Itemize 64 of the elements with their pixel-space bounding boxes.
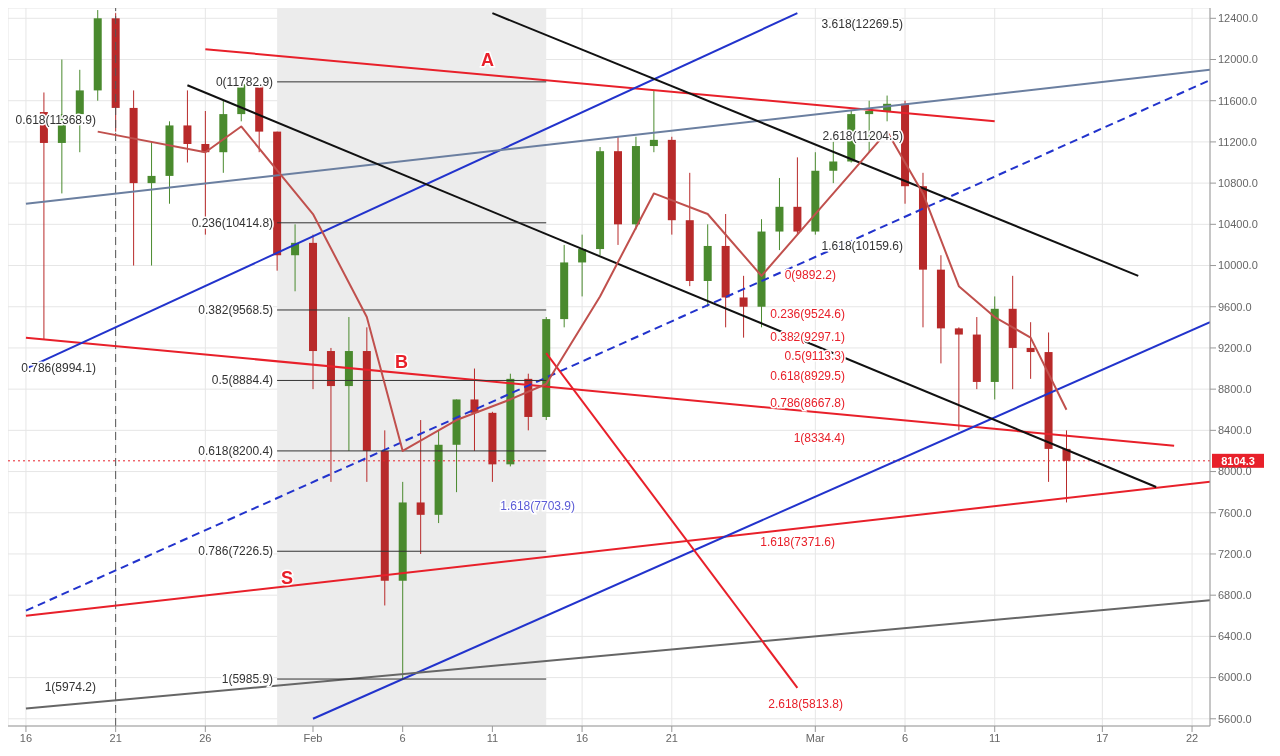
annotation: 1.618(10159.6) (821, 239, 903, 254)
x-tick-label: Mar (805, 731, 826, 744)
annotation: 1(5974.2) (44, 680, 96, 695)
x-tick-label: 26 (199, 731, 212, 744)
annotation: 0.786(8667.8) (770, 396, 845, 411)
annotation: B (395, 352, 408, 373)
annotation: 0.786(7226.5) (198, 544, 274, 559)
y-tick-label: 8400.0 (1218, 424, 1252, 437)
y-tick-label: 11200.0 (1218, 135, 1257, 148)
annotation: 0.618(8929.5) (770, 369, 845, 384)
y-tick-label: 8000.0 (1218, 465, 1252, 478)
annotation: 0.5(8884.4) (211, 373, 274, 388)
annotation: 1(8334.4) (793, 431, 845, 446)
annotation: A (481, 50, 494, 71)
candlestick (954, 326, 963, 431)
candlestick (183, 89, 192, 164)
y-tick-label: 10400.0 (1218, 218, 1258, 231)
y-tick-label: 6000.0 (1218, 671, 1252, 684)
candlestick (649, 89, 658, 153)
x-tick-label: Feb (303, 731, 323, 744)
candlestick (1026, 321, 1035, 380)
y-tick-label: 11600.0 (1218, 94, 1257, 107)
annotation: S (280, 568, 293, 589)
annotation: 1.618(7703.9) (500, 499, 575, 514)
annotation: 0.786(8994.1) (21, 361, 96, 376)
x-tick-label: 21 (109, 731, 122, 744)
y-tick-label: 10000.0 (1218, 259, 1258, 272)
candlestick (829, 141, 838, 184)
annotation: 0.618(8200.4) (198, 443, 274, 458)
y-tick-label: 9600.0 (1218, 300, 1252, 313)
candlestick (416, 419, 425, 555)
annotation: 1.618(7371.6) (760, 535, 835, 550)
candlestick (470, 368, 479, 452)
y-tick-label: 5600.0 (1218, 712, 1252, 725)
annotation: 0(9892.2) (784, 268, 836, 283)
x-tick-label: 17 (1096, 731, 1109, 744)
y-tick-label: 7200.0 (1218, 547, 1252, 560)
x-tick-label: 16 (19, 731, 33, 744)
y-tick-label: 6800.0 (1218, 589, 1252, 602)
annotation: 2.618(5813.8) (768, 697, 843, 712)
annotation: 0.236(9524.6) (770, 307, 845, 322)
y-tick-label: 12400.0 (1218, 12, 1258, 25)
y-tick-label: 6400.0 (1218, 630, 1252, 643)
x-tick-label: 22 (1185, 731, 1199, 744)
x-tick-label: 21 (665, 731, 678, 744)
y-tick-label: 9200.0 (1218, 341, 1252, 354)
annotation: 3.618(12269.5) (821, 17, 903, 32)
x-tick-label: 16 (575, 731, 589, 744)
x-tick-label: 6 (399, 731, 406, 744)
y-tick-label: 10800.0 (1218, 177, 1258, 190)
y-tick-label: 7600.0 (1218, 506, 1252, 519)
candlestick (147, 141, 156, 267)
x-tick-label: 6 (901, 731, 909, 744)
annotation: 0.382(9568.5) (198, 302, 274, 317)
annotation: 0.5(9113.3) (784, 349, 845, 364)
candlestick (578, 234, 587, 297)
annotation: 0(11782.9) (215, 74, 274, 89)
y-tick-label: 8800.0 (1218, 383, 1252, 396)
x-tick-label: 11 (486, 731, 499, 744)
ref-line-label: 8104.3 (1221, 454, 1255, 467)
x-tick-label: 11 (989, 731, 1001, 744)
y-tick-label: 12000.0 (1218, 53, 1258, 66)
candlestick (739, 275, 748, 339)
annotation: 1(5985.9) (221, 672, 274, 687)
